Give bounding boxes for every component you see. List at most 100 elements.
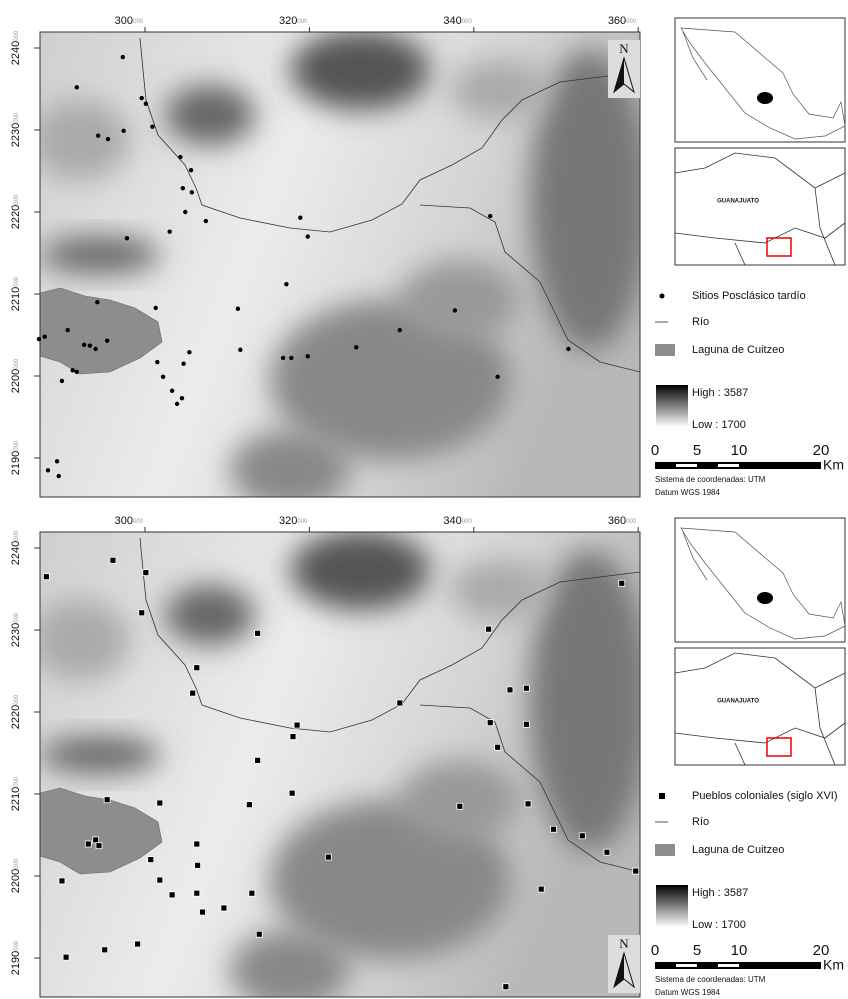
x-tick-sup: 000: [133, 519, 144, 525]
town-marker: [143, 570, 149, 576]
relief: [450, 560, 550, 620]
site-point: [125, 236, 129, 240]
town-marker: [169, 892, 175, 898]
relief: [290, 30, 430, 110]
site-point: [43, 334, 47, 338]
town-marker: [579, 833, 585, 839]
town-marker: [85, 841, 91, 847]
site-point: [106, 137, 110, 141]
town-marker: [551, 826, 557, 832]
scale-label: 5: [693, 442, 701, 459]
y-tick-text: 2210: [10, 287, 22, 311]
town-marker: [194, 665, 200, 671]
town-marker: [619, 580, 625, 586]
site-point: [495, 375, 499, 379]
site-point: [55, 459, 59, 463]
datum: Datum WGS 1984: [655, 488, 720, 497]
town-marker: [190, 690, 196, 696]
hillshade: [30, 30, 650, 510]
site-point: [284, 282, 288, 286]
x-tick-text: 320: [279, 515, 297, 527]
town-marker: [249, 890, 255, 896]
y-tick-text: 2210: [10, 787, 22, 811]
relief: [230, 430, 350, 510]
y-tick-label: 2230000: [10, 112, 22, 147]
legend-marker: [659, 793, 665, 799]
site-point: [70, 368, 74, 372]
site-point: [181, 362, 185, 366]
north-label: N: [619, 936, 629, 951]
x-tick-label: 320000: [279, 15, 308, 27]
legend-lake-swatch: [655, 344, 675, 356]
y-tick-sup: 000: [14, 440, 20, 451]
town-marker: [135, 941, 141, 947]
town-marker: [255, 757, 261, 763]
legend-lake: Laguna de Cuitzeo: [692, 344, 784, 356]
x-tick-sup: 000: [297, 519, 308, 525]
site-point: [121, 129, 125, 133]
x-tick-text: 300: [115, 515, 133, 527]
town-marker: [523, 685, 529, 691]
scale-label: 10: [731, 442, 748, 459]
legend-low: Low : 1700: [692, 919, 746, 931]
legend-low: Low : 1700: [692, 419, 746, 431]
town-marker: [503, 984, 509, 990]
legend-points: Pueblos coloniales (siglo XVI): [692, 790, 838, 802]
site-point: [46, 468, 50, 472]
y-tick-text: 2230: [10, 623, 22, 647]
town-marker: [523, 721, 529, 727]
crs: Sistema de coordenadas: UTM: [655, 475, 766, 484]
town-marker: [457, 803, 463, 809]
legend-lake: Laguna de Cuitzeo: [692, 844, 784, 856]
site-point: [56, 474, 60, 478]
y-tick-label: 2210000: [10, 276, 22, 311]
inset-region: [675, 648, 845, 765]
y-tick-text: 2190: [10, 951, 22, 975]
site-point: [187, 350, 191, 354]
site-point: [281, 356, 285, 360]
scale-label: 0: [651, 942, 659, 959]
town-marker: [43, 574, 49, 580]
y-tick-sup: 000: [14, 194, 20, 205]
site-point: [181, 186, 185, 190]
site-point: [289, 356, 293, 360]
site-point: [121, 55, 125, 59]
y-tick-label: 2190000: [10, 940, 22, 975]
y-tick-label: 2230000: [10, 612, 22, 647]
y-tick-label: 2240000: [10, 530, 22, 565]
site-point: [354, 345, 358, 349]
relief: [40, 237, 160, 273]
x-tick-text: 340: [443, 515, 461, 527]
relief: [165, 85, 255, 145]
legend-river: Río: [692, 316, 709, 328]
x-tick-text: 360: [608, 15, 626, 27]
y-tick-text: 2220: [10, 705, 22, 729]
site-point: [82, 343, 86, 347]
site-point: [306, 354, 310, 358]
inset-mexico: [675, 518, 845, 642]
y-tick-sup: 000: [14, 276, 20, 287]
scale-segment: [676, 464, 697, 467]
relief: [450, 60, 550, 120]
x-tick-text: 300: [115, 15, 133, 27]
y-tick-label: 2190000: [10, 440, 22, 475]
y-tick-sup: 000: [14, 940, 20, 951]
legend-elevation: [656, 885, 688, 927]
y-tick-text: 2240: [10, 541, 22, 565]
town-marker: [487, 720, 493, 726]
x-tick-sup: 000: [626, 19, 637, 25]
crs: Sistema de coordenadas: UTM: [655, 975, 766, 984]
y-tick-text: 2200: [10, 369, 22, 393]
site-point: [175, 402, 179, 406]
town-marker: [157, 800, 163, 806]
inset-mexico: [675, 18, 845, 142]
north-label: N: [619, 41, 629, 56]
town-marker: [397, 700, 403, 706]
legend-points: Sitios Posclásico tardío: [692, 290, 806, 302]
town-marker: [255, 630, 261, 636]
town-marker: [256, 931, 262, 937]
x-tick-label: 300000: [115, 515, 144, 527]
site-point: [566, 347, 570, 351]
